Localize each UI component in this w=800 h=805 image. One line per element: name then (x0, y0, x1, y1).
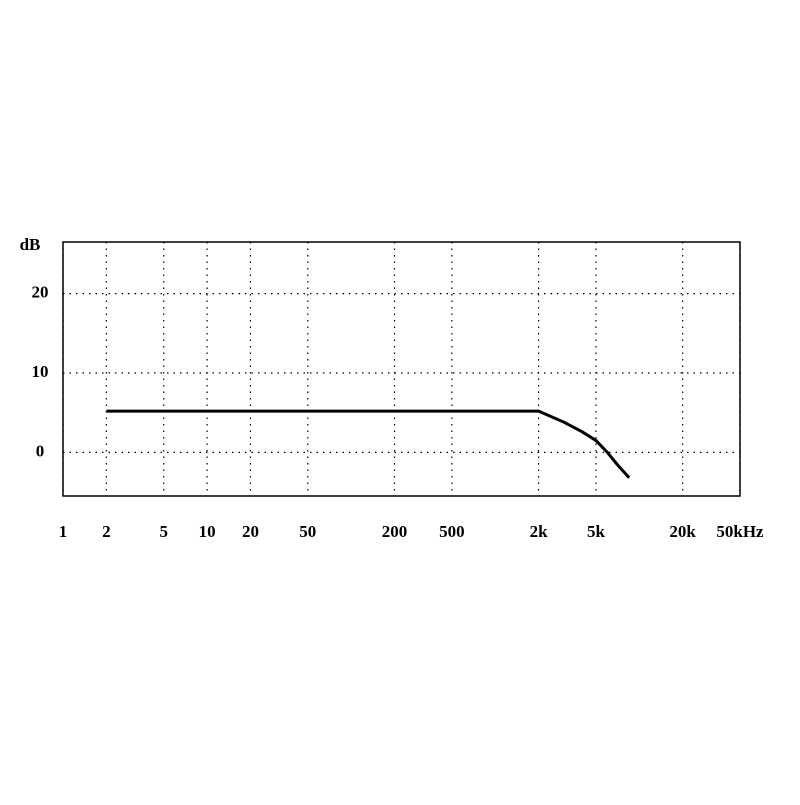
x-tick-label: 50kHz (716, 522, 764, 541)
x-tick-label: 1 (59, 522, 68, 541)
x-tick-label: 500 (439, 522, 465, 541)
y-tick-label: 20 (32, 283, 49, 302)
x-tick-label: 2k (530, 522, 549, 541)
x-tick-label: 10 (199, 522, 216, 541)
x-tick-label: 50 (299, 522, 316, 541)
y-tick-label: 0 (36, 441, 45, 460)
x-tick-label: 20k (669, 522, 696, 541)
plot-frame (62, 241, 741, 497)
x-tick-label: 5 (159, 522, 168, 541)
y-tick-label: 10 (32, 362, 49, 381)
x-tick-label: 200 (382, 522, 408, 541)
x-tick-label: 5k (587, 522, 606, 541)
y-axis-label: dB (20, 235, 41, 254)
x-tick-label: 2 (102, 522, 111, 541)
x-tick-label: 20 (242, 522, 259, 541)
line (106, 409, 631, 479)
